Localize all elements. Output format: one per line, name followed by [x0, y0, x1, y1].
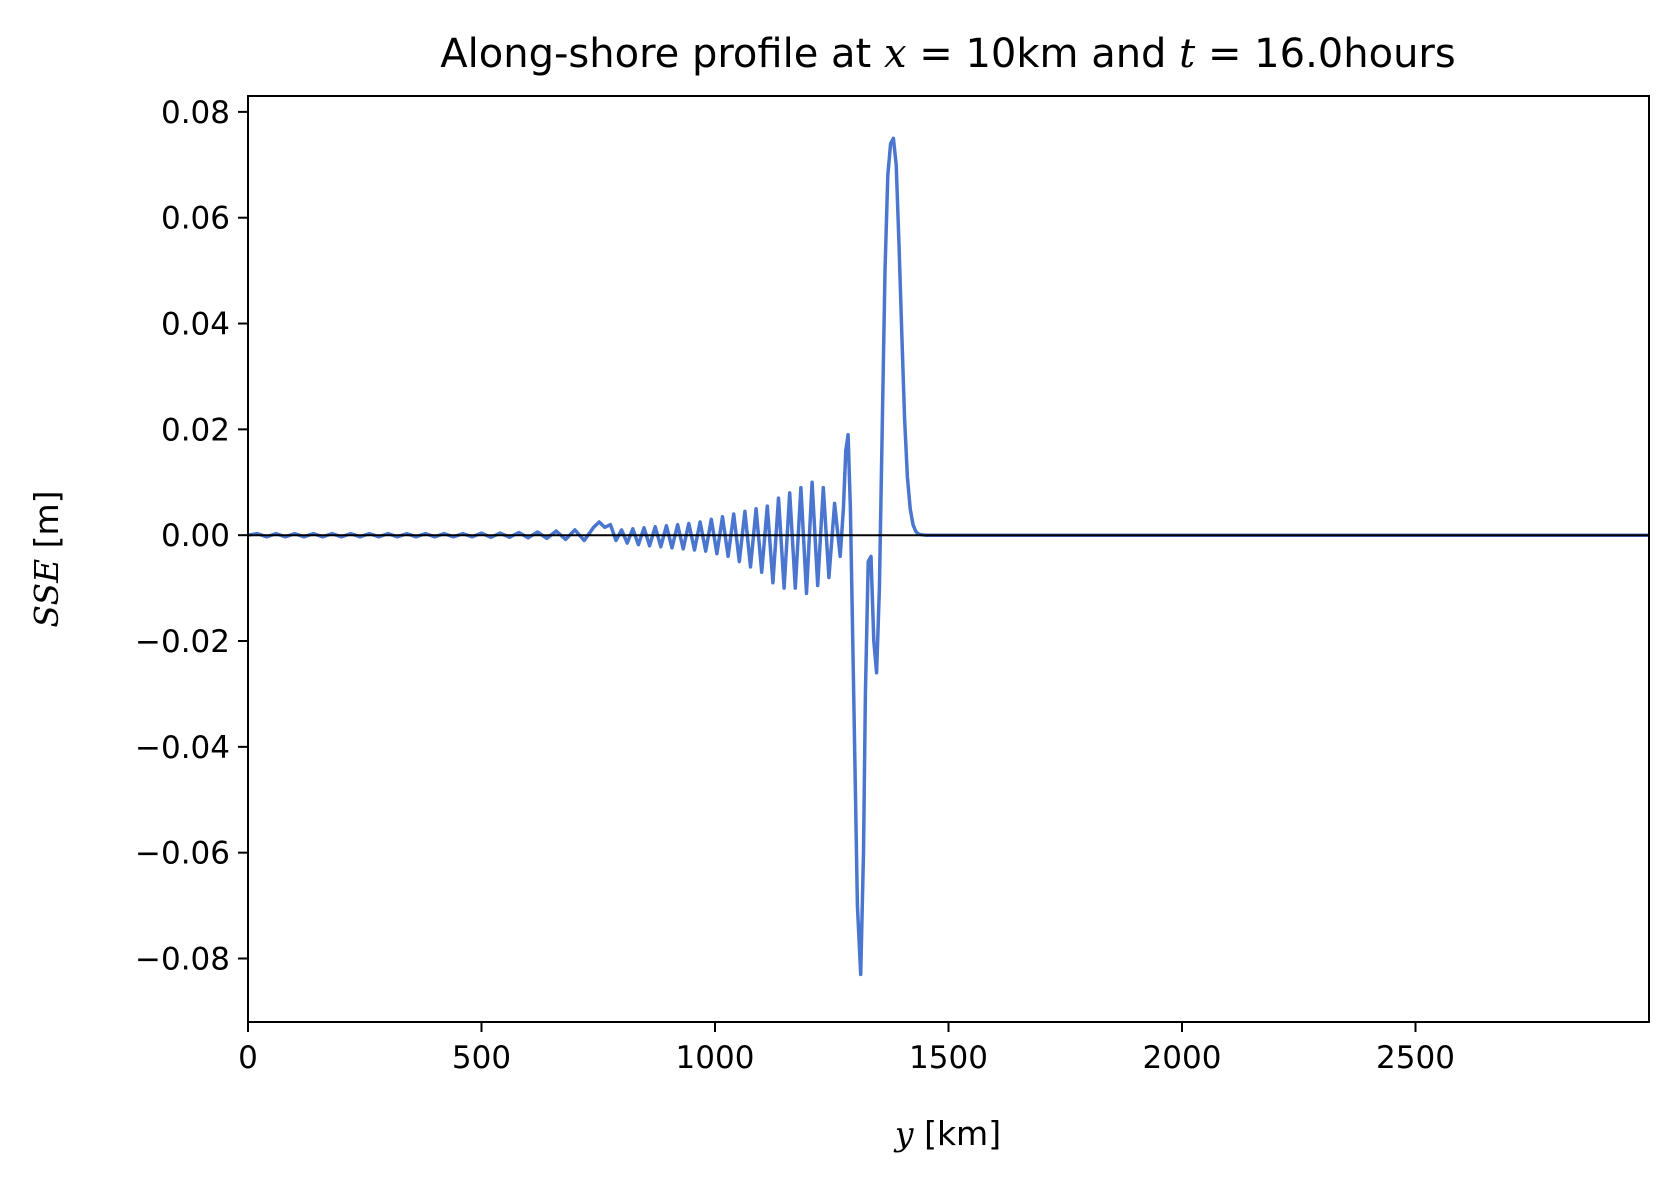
- y-axis-label: SSE [m]: [27, 490, 66, 627]
- y-tick-label: 0.02: [161, 412, 230, 448]
- x-tick-label: 1000: [676, 1040, 755, 1076]
- x-axis-ticks: 0 500 1000 1500 2000 2500: [238, 1022, 1455, 1076]
- x-tick-label: 1500: [909, 1040, 988, 1076]
- y-axis-unit: [m]: [27, 490, 66, 558]
- title-t-variable: t: [1179, 31, 1196, 77]
- y-axis-ticks: 0.08 0.06 0.04 0.02 0.00 −0.02 −0.04 −0.06 −0.08: [135, 95, 248, 978]
- x-tick-label: 2000: [1143, 1040, 1222, 1076]
- y-tick-label: 0.06: [161, 201, 230, 237]
- x-tick-label: 500: [452, 1040, 511, 1076]
- y-tick-label: 0.08: [161, 95, 230, 131]
- title-x-equation: = 10km and: [907, 31, 1180, 77]
- x-axis-label: y [km]: [893, 1114, 1001, 1153]
- y-tick-label: −0.06: [135, 836, 230, 872]
- y-tick-label: 0.04: [161, 307, 230, 343]
- title-x-variable: x: [884, 31, 907, 77]
- y-tick-label: −0.08: [135, 942, 230, 978]
- sse-series-line: [248, 136, 1649, 977]
- y-tick-label: −0.04: [135, 730, 230, 766]
- x-tick-label: 0: [238, 1040, 258, 1076]
- x-axis-variable: y: [893, 1114, 914, 1153]
- chart-title: Along-shore profile at x = 10km and t = …: [440, 31, 1455, 77]
- title-t-equation: = 16.0hours: [1195, 31, 1455, 77]
- title-prefix: Along-shore profile at: [440, 31, 884, 77]
- series-layer: [248, 136, 1649, 977]
- plot-frame: [247, 95, 1650, 1023]
- x-tick-label: 2500: [1376, 1040, 1455, 1076]
- y-tick-label: −0.02: [135, 624, 230, 660]
- y-axis-variable: SSE: [27, 559, 66, 628]
- x-axis-unit: [km]: [914, 1114, 1002, 1153]
- y-tick-label: 0.00: [161, 518, 230, 554]
